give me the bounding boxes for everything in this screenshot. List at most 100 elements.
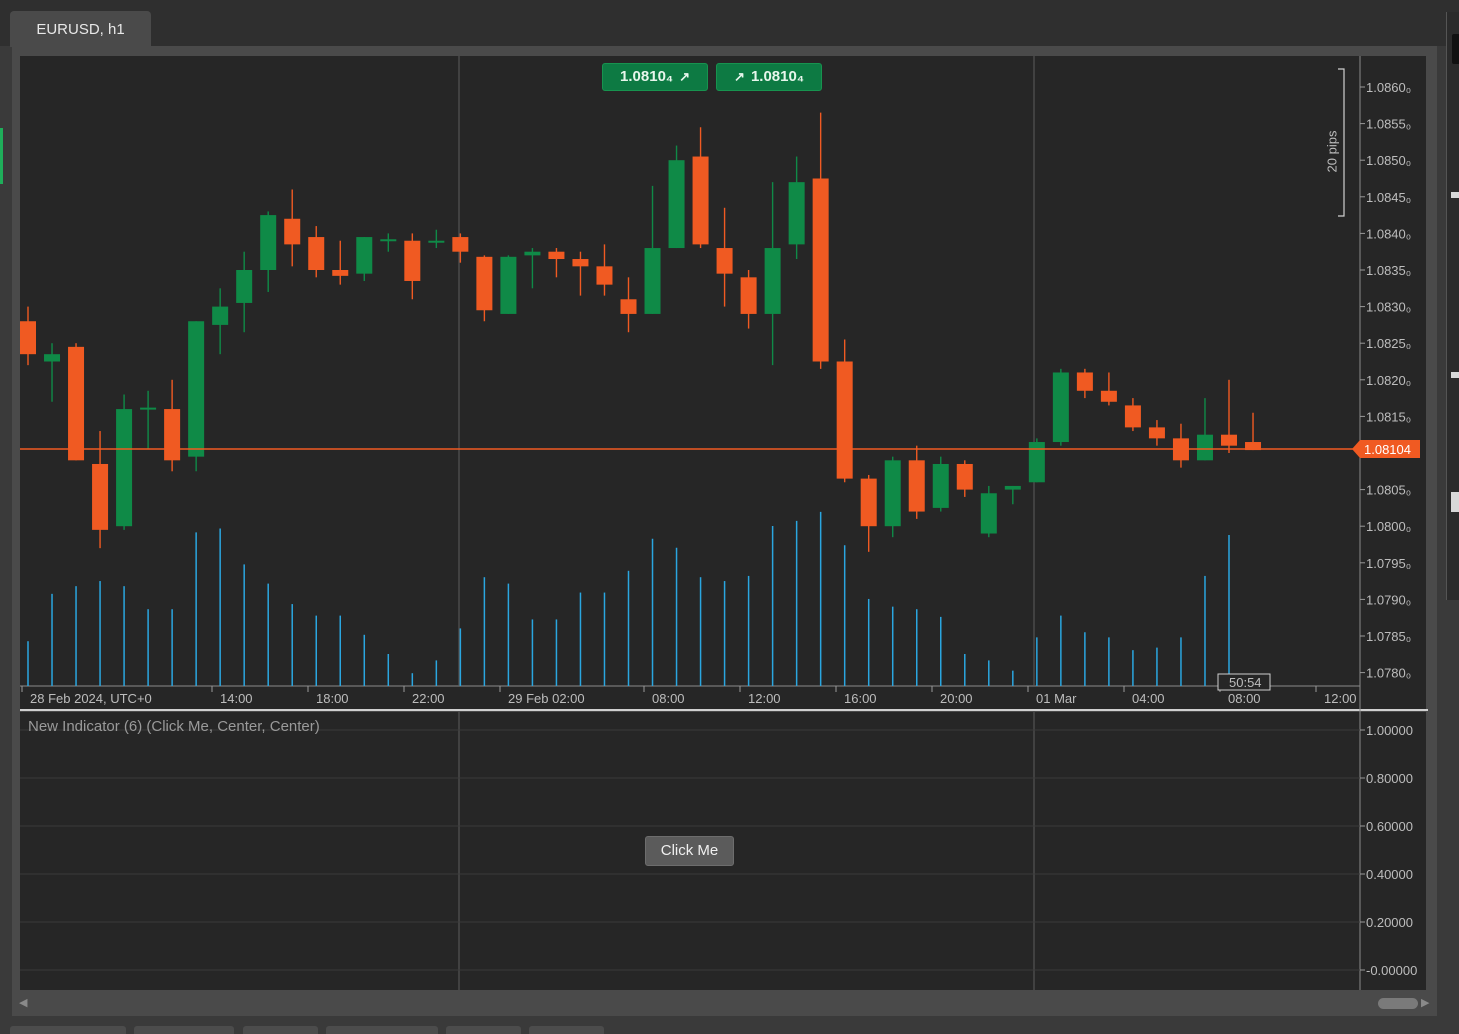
price-tick-label: 1.0795₀ bbox=[1366, 556, 1411, 571]
candle-body bbox=[1221, 434, 1237, 446]
countdown-label: 50:54 bbox=[1229, 675, 1262, 690]
candlestick-series bbox=[20, 112, 1262, 552]
time-tick-label: 04:00 bbox=[1132, 691, 1165, 706]
candle-body bbox=[140, 407, 157, 410]
measure-bracket bbox=[1338, 68, 1345, 217]
indicator-tick-label: 0.20000 bbox=[1366, 915, 1413, 930]
time-tick-label: 01 Mar bbox=[1036, 691, 1077, 706]
candle-body bbox=[236, 270, 253, 303]
bottom-tab[interactable] bbox=[10, 1026, 126, 1034]
indicator-grid bbox=[20, 729, 1360, 971]
time-tick-label: 12:00 bbox=[748, 691, 781, 706]
candle-body bbox=[1245, 442, 1262, 451]
candle-body bbox=[1148, 427, 1165, 439]
candle-body bbox=[356, 237, 373, 274]
candle-body bbox=[92, 463, 109, 530]
price-tick-label: 1.0825₀ bbox=[1366, 336, 1411, 351]
price-tick-label: 1.0845₀ bbox=[1366, 190, 1411, 205]
bottom-tab[interactable] bbox=[446, 1026, 521, 1034]
toolbar-marker-icon bbox=[1451, 192, 1459, 198]
horizontal-scrollbar-thumb[interactable] bbox=[1378, 998, 1418, 1009]
candle-body bbox=[740, 277, 757, 314]
candle-body bbox=[1028, 442, 1045, 483]
indicator-label: New Indicator (6) (Click Me, Center, Cen… bbox=[28, 718, 320, 735]
candle-body bbox=[836, 361, 853, 479]
bottom-tab[interactable] bbox=[529, 1026, 604, 1034]
time-tick-label: 16:00 bbox=[844, 691, 877, 706]
price-tick-label: 1.0805₀ bbox=[1366, 483, 1411, 498]
volume-series bbox=[27, 511, 1230, 686]
candle-body bbox=[860, 478, 877, 527]
buy-arrow-icon: ↗ bbox=[734, 69, 745, 84]
time-tick-label: 12:00 bbox=[1324, 691, 1357, 706]
toolbar-handle-icon[interactable] bbox=[1452, 34, 1459, 64]
candle-body bbox=[692, 156, 709, 245]
candle-body bbox=[1196, 434, 1213, 461]
candle-body bbox=[1004, 485, 1021, 490]
candle-body bbox=[812, 178, 829, 362]
candle-body bbox=[380, 239, 397, 242]
bottom-tab[interactable] bbox=[326, 1026, 438, 1034]
time-tick-label: 22:00 bbox=[412, 691, 445, 706]
price-tick-label: 1.0790₀ bbox=[1366, 592, 1411, 607]
price-pane-bg bbox=[20, 56, 1360, 710]
time-tick-label: 20:00 bbox=[940, 691, 973, 706]
current-price-tag bbox=[1352, 440, 1420, 458]
candle-body bbox=[404, 240, 421, 281]
price-tick-label: 1.0815₀ bbox=[1366, 409, 1411, 424]
time-tick-label: 28 Feb 2024, UTC+0 bbox=[30, 691, 152, 706]
candle-body bbox=[956, 463, 973, 490]
sell-price-button[interactable]: 1.0810₄ ↗ bbox=[602, 63, 708, 91]
indicator-tick-label: 0.60000 bbox=[1366, 819, 1413, 834]
window-header bbox=[0, 0, 1459, 46]
candle-body bbox=[260, 215, 277, 270]
candle-body bbox=[308, 237, 325, 270]
price-tick-label: 1.0860₀ bbox=[1366, 80, 1411, 95]
candle-body bbox=[932, 463, 949, 508]
scroll-left-icon[interactable]: ◀ bbox=[19, 997, 28, 1009]
candle-body bbox=[668, 160, 685, 249]
candle-body bbox=[284, 218, 301, 245]
price-tick-label: 1.0835₀ bbox=[1366, 263, 1411, 278]
candle-body bbox=[596, 266, 613, 285]
candle-body bbox=[548, 251, 565, 260]
candle-body bbox=[188, 321, 205, 457]
candle-body bbox=[908, 460, 925, 512]
time-tick-label: 08:00 bbox=[652, 691, 685, 706]
toolbar-marker-icon bbox=[1451, 492, 1459, 512]
toolbar-marker-icon bbox=[1451, 372, 1459, 378]
price-tick-label: 1.0855₀ bbox=[1366, 117, 1411, 132]
candle-body bbox=[332, 270, 349, 276]
candle-body bbox=[212, 306, 229, 325]
time-tick-label: 29 Feb 02:00 bbox=[508, 691, 585, 706]
candle-body bbox=[788, 182, 805, 245]
countdown-box bbox=[1217, 673, 1271, 691]
indicator-tick-label: 0.80000 bbox=[1366, 771, 1413, 786]
price-axis-bg bbox=[1360, 56, 1426, 710]
bottom-tab[interactable] bbox=[243, 1026, 318, 1034]
candle-body bbox=[428, 240, 445, 243]
click-me-button[interactable]: Click Me bbox=[645, 836, 734, 866]
candle-body bbox=[572, 259, 589, 267]
indicator-axis: 1.00000 0.80000 0.60000 0.40000 0.20000 -0.00… bbox=[1360, 723, 1417, 978]
left-accent-bar bbox=[0, 128, 3, 184]
tab-eurusd-h1[interactable]: EURUSD, h1 bbox=[10, 11, 151, 47]
price-axis: 1.0860₀ 1.0855₀ 1.0850₀ 1.0845₀ 1.0840₀ 1.083… bbox=[1360, 80, 1411, 681]
buy-price: 1.0810₄ bbox=[750, 68, 804, 85]
candle-body bbox=[1052, 372, 1069, 443]
scroll-right-icon[interactable]: ▶ bbox=[1421, 997, 1430, 1009]
candle-body bbox=[20, 321, 36, 355]
candle-body bbox=[68, 346, 85, 461]
bottom-tab[interactable] bbox=[134, 1026, 234, 1034]
price-tick-label: 1.0780₀ bbox=[1366, 666, 1411, 681]
time-tick-label: 14:00 bbox=[220, 691, 253, 706]
measure-pips-label: 20 pips bbox=[1324, 130, 1340, 173]
buy-price-button[interactable]: ↗ 1.0810₄ bbox=[716, 63, 822, 91]
price-tick-label: 1.0820₀ bbox=[1366, 373, 1411, 388]
right-toolbar[interactable] bbox=[1446, 12, 1459, 600]
price-tick-label: 1.0840₀ bbox=[1366, 226, 1411, 241]
time-tick-label: 18:00 bbox=[316, 691, 349, 706]
sell-price: 1.0810₄ bbox=[620, 68, 674, 85]
candle-body bbox=[164, 409, 181, 461]
